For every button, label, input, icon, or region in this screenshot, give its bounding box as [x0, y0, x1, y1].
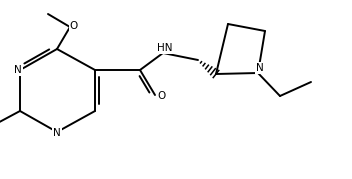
Text: N: N: [53, 128, 61, 138]
Text: N: N: [256, 63, 264, 73]
Text: N: N: [14, 65, 22, 75]
Text: O: O: [157, 91, 165, 101]
Text: HN: HN: [157, 43, 173, 53]
Text: O: O: [70, 21, 78, 31]
